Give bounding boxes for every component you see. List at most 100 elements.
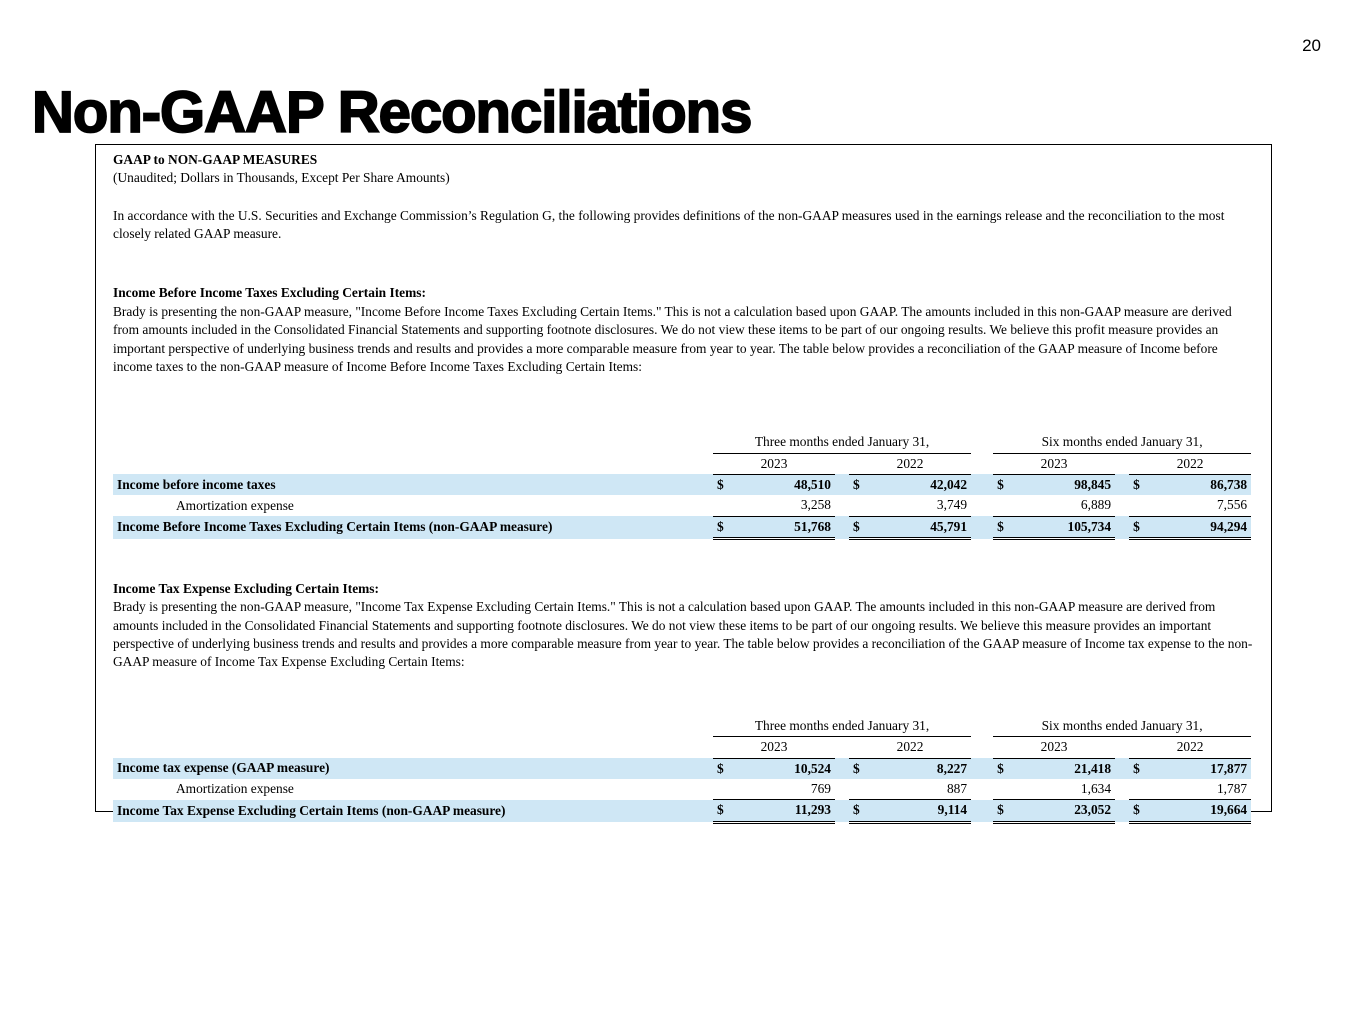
page-title: Non-GAAP Reconciliations xyxy=(31,79,753,146)
spacer xyxy=(971,453,993,474)
value-cell: 17,877 xyxy=(1151,758,1252,779)
dollar-sign: $ xyxy=(1129,758,1152,779)
spacer xyxy=(835,779,849,800)
year-header: 2022 xyxy=(1129,453,1252,475)
dollar-sign xyxy=(713,778,735,801)
value-cell: 48,510 xyxy=(735,474,835,496)
spacer xyxy=(1115,758,1130,779)
spacer xyxy=(113,716,713,737)
dollar-sign: $ xyxy=(849,474,871,496)
dollar-sign xyxy=(993,778,1016,801)
intro-paragraph: In accordance with the U.S. Securities a… xyxy=(113,207,1225,242)
dollar-sign: $ xyxy=(1129,474,1152,496)
year-header: 2022 xyxy=(849,736,972,759)
dollar-sign xyxy=(1129,495,1152,517)
dollar-sign: $ xyxy=(993,758,1016,779)
value-cell: 10,524 xyxy=(735,758,835,779)
value-cell: 3,258 xyxy=(735,495,835,517)
value-cell: 8,227 xyxy=(871,758,972,779)
dollar-sign: $ xyxy=(1129,799,1152,824)
spacer xyxy=(971,737,993,758)
dollar-sign: $ xyxy=(993,516,1016,541)
page-number: 20 xyxy=(1302,36,1321,55)
row-label: Income Before Income Taxes Excluding Cer… xyxy=(113,516,713,539)
year-header: 2023 xyxy=(993,736,1116,759)
table-row: Amortization expense 3,258 3,749 6,889 7… xyxy=(113,495,1252,517)
spacer xyxy=(1115,474,1130,496)
value-cell: 6,889 xyxy=(1015,495,1116,517)
value-cell: 86,738 xyxy=(1151,474,1252,496)
dollar-sign: $ xyxy=(1129,516,1152,541)
dollar-sign xyxy=(713,495,735,517)
year-header: 2023 xyxy=(993,453,1116,475)
spacer xyxy=(835,799,849,823)
value-cell: 1,787 xyxy=(1151,778,1252,801)
dollar-sign: $ xyxy=(849,758,871,779)
value-cell: 1,634 xyxy=(1015,778,1116,801)
spacer xyxy=(835,516,849,539)
spacer xyxy=(1115,779,1129,800)
section-1-title: Income Before Income Taxes Excluding Cer… xyxy=(113,285,426,301)
dollar-sign: $ xyxy=(993,474,1016,496)
dollar-sign xyxy=(849,778,871,801)
period-header: Six months ended January 31, xyxy=(993,715,1252,738)
year-header: 2023 xyxy=(713,736,835,759)
row-label: Amortization expense xyxy=(176,497,294,513)
section-1-body: Brady is presenting the non-GAAP measure… xyxy=(113,303,1232,374)
spacer xyxy=(971,432,993,453)
spacer xyxy=(971,779,993,800)
year-header: 2022 xyxy=(849,453,972,475)
income-before-taxes-table: Three months ended January 31, Six month… xyxy=(113,432,1252,541)
box-heading: GAAP to NON-GAAP MEASURES xyxy=(113,152,318,167)
value-cell: 9,114 xyxy=(871,799,972,824)
value-cell: 11,293 xyxy=(735,799,835,824)
table-row: Income Before Income Taxes Excluding Cer… xyxy=(113,516,1252,541)
spacer xyxy=(971,716,993,737)
value-cell: 45,791 xyxy=(871,516,972,541)
value-cell: 887 xyxy=(871,778,972,801)
spacer xyxy=(835,495,849,516)
spacer xyxy=(113,432,713,453)
value-cell: 7,556 xyxy=(1151,495,1252,517)
year-header: 2023 xyxy=(713,453,835,475)
spacer xyxy=(113,453,713,474)
dollar-sign: $ xyxy=(713,799,735,824)
year-header-row: 2023 2022 2023 2022 xyxy=(113,453,1252,475)
value-cell: 42,042 xyxy=(871,474,972,496)
period-header-row: Three months ended January 31, Six month… xyxy=(113,715,1252,738)
period-header: Six months ended January 31, xyxy=(993,432,1252,454)
period-header: Three months ended January 31, xyxy=(713,432,972,454)
gaap-measures-box: GAAP to NON-GAAP MEASURES (Unaudited; Do… xyxy=(95,144,1272,824)
value-cell: 19,664 xyxy=(1151,799,1252,824)
spacer xyxy=(1115,737,1129,758)
table-row: Income tax expense (GAAP measure) $ 10,5… xyxy=(113,758,1252,779)
dollar-sign: $ xyxy=(993,799,1016,824)
row-label: Income Tax Expense Excluding Certain Ite… xyxy=(113,799,713,823)
value-cell: 23,052 xyxy=(1015,799,1116,824)
dollar-sign: $ xyxy=(849,516,871,541)
dollar-sign xyxy=(993,495,1016,517)
dollar-sign: $ xyxy=(713,516,735,541)
value-cell: 94,294 xyxy=(1151,516,1252,541)
spacer xyxy=(1115,495,1129,516)
table-row: Income before income taxes $ 48,510 $ 42… xyxy=(113,474,1252,496)
value-cell: 51,768 xyxy=(735,516,835,541)
section-2-body: Brady is presenting the non-GAAP measure… xyxy=(113,599,1253,670)
value-cell: 105,734 xyxy=(1015,516,1116,541)
value-cell: 769 xyxy=(735,778,835,801)
row-label: Amortization expense xyxy=(176,781,294,797)
table-row: Income Tax Expense Excluding Certain Ite… xyxy=(113,799,1252,824)
income-tax-expense-table: Three months ended January 31, Six month… xyxy=(113,715,1252,824)
dollar-sign xyxy=(1129,778,1152,801)
table-row: Amortization expense 769 887 1,634 1,787 xyxy=(113,778,1252,801)
spacer xyxy=(835,474,849,496)
box-subheading: (Unaudited; Dollars in Thousands, Except… xyxy=(113,170,450,186)
row-label: Income before income taxes xyxy=(113,474,713,496)
spacer xyxy=(835,737,849,758)
spacer xyxy=(835,453,849,474)
spacer xyxy=(971,799,994,823)
spacer xyxy=(971,516,994,539)
spacer xyxy=(971,495,993,516)
row-label: Income tax expense (GAAP measure) xyxy=(113,758,713,779)
section-2-title: Income Tax Expense Excluding Certain Ite… xyxy=(113,581,379,597)
